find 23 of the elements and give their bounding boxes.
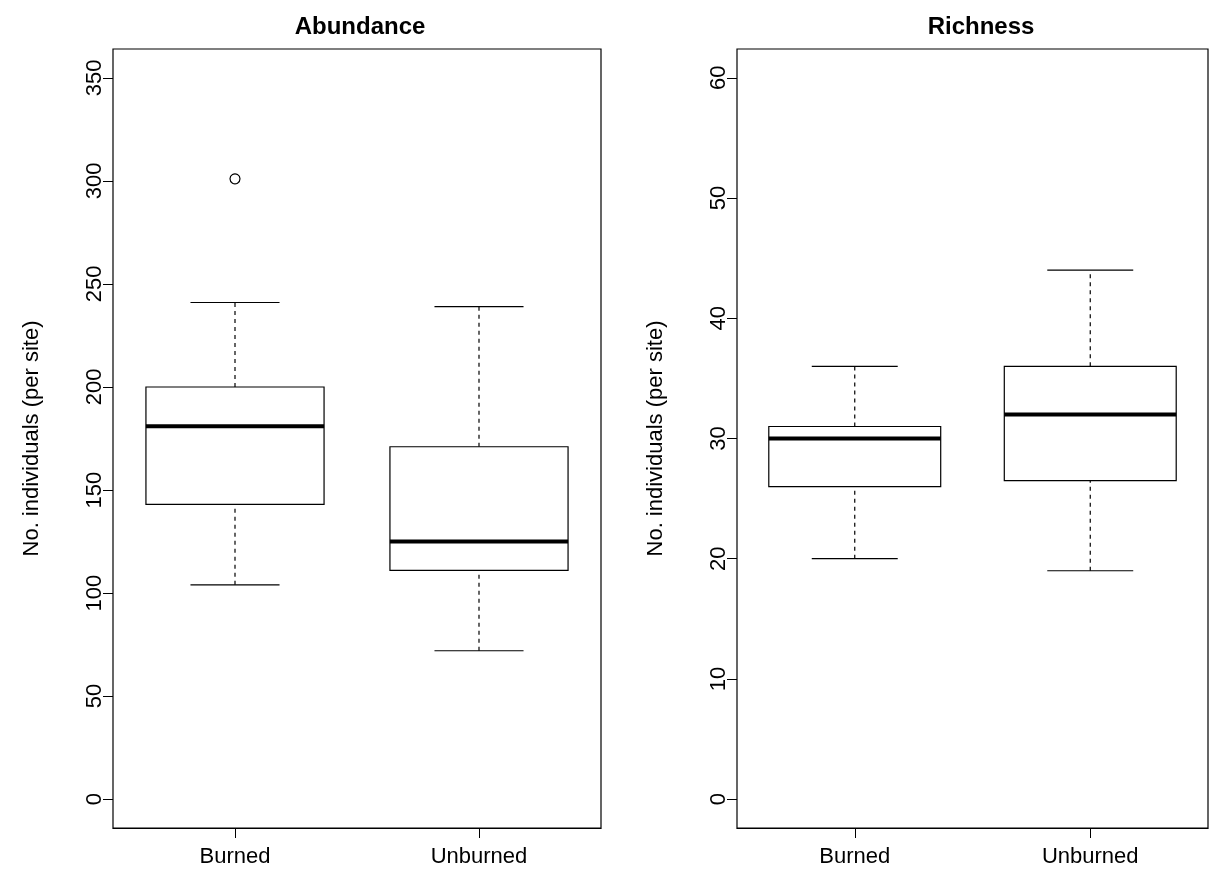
y-tick-label: 250 bbox=[80, 265, 106, 303]
y-tick-label: 0 bbox=[80, 793, 106, 806]
x-tick-label: Unburned bbox=[430, 842, 528, 868]
y-tick-label: 200 bbox=[80, 368, 106, 406]
y-tick-label: 350 bbox=[80, 59, 106, 97]
y-tick-label: 0 bbox=[704, 793, 730, 806]
y-axis-title: No. individuals (per site) bbox=[17, 320, 43, 557]
x-tick-label: Burned bbox=[199, 842, 271, 868]
chart-title: Richness bbox=[927, 11, 1035, 39]
y-axis-title: No. individuals (per site) bbox=[641, 320, 667, 557]
y-tick-label: 50 bbox=[704, 185, 730, 211]
y-tick-label: 40 bbox=[704, 306, 730, 331]
chart-title: Abundance bbox=[294, 11, 426, 39]
y-tick-label: 60 bbox=[704, 65, 730, 91]
y-tick-label: 10 bbox=[704, 666, 730, 692]
y-tick-label: 150 bbox=[80, 471, 106, 509]
x-tick-label: Unburned bbox=[1041, 842, 1139, 868]
x-tick-label: Burned bbox=[819, 842, 891, 868]
y-tick-label: 100 bbox=[80, 574, 106, 612]
y-tick-label: 20 bbox=[704, 546, 730, 571]
y-tick-label: 300 bbox=[80, 162, 106, 200]
y-tick-label: 50 bbox=[80, 683, 106, 709]
y-tick-label: 30 bbox=[704, 426, 730, 451]
